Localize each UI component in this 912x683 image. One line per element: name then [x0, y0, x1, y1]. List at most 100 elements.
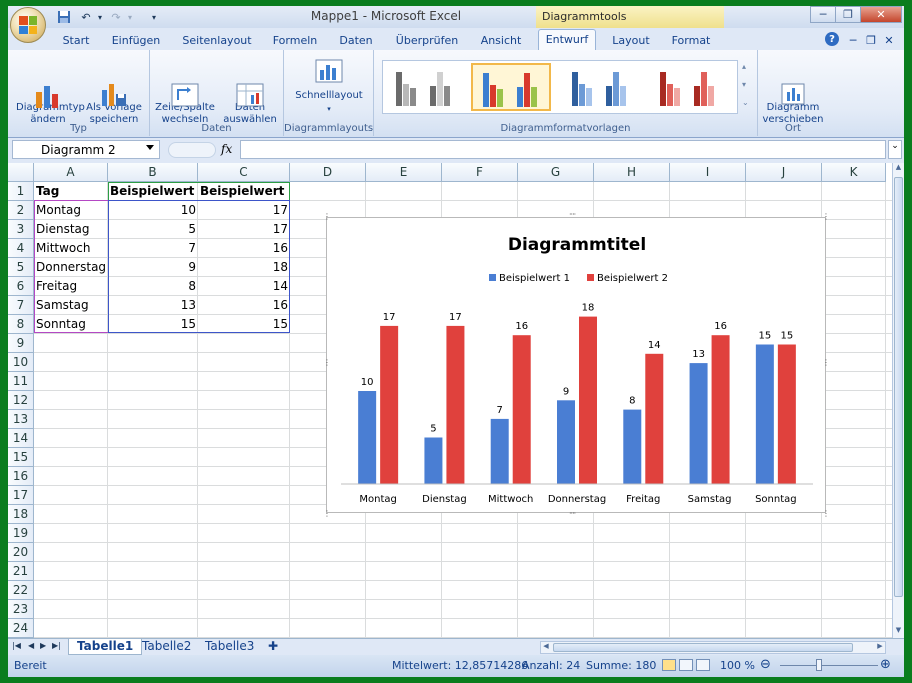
cell-A8[interactable]: Sonntag [36, 317, 86, 331]
tab-format[interactable]: Format [671, 34, 711, 47]
bar-series2-mittwoch[interactable] [512, 335, 531, 484]
chart-handle-top[interactable]: ···· [569, 210, 576, 219]
row-header-11[interactable]: 11 [8, 372, 34, 391]
cell-B4[interactable]: 7 [188, 241, 196, 255]
chart-handle-left[interactable]: ⋮ [323, 358, 331, 367]
customize-qat-icon[interactable]: ▾ [151, 12, 156, 22]
chart-title[interactable]: Diagrammtitel [508, 235, 646, 255]
row-header-13[interactable]: 13 [8, 410, 34, 429]
row-header-8[interactable]: 8 [8, 315, 34, 334]
horizontal-scrollbar[interactable]: ◀ ▶ [540, 641, 886, 654]
tab-seitenlayout[interactable]: Seitenlayout [182, 34, 252, 47]
tab-einfuegen[interactable]: Einfügen [111, 34, 161, 47]
bar-series1-mittwoch[interactable] [490, 418, 509, 484]
page-layout-view-icon[interactable] [679, 659, 693, 671]
row-header-10[interactable]: 10 [8, 353, 34, 372]
tab-ansicht[interactable]: Ansicht [480, 34, 522, 47]
row-header-21[interactable]: 21 [8, 562, 34, 581]
chart-style-red[interactable] [649, 63, 729, 111]
bar-series1-freitag[interactable] [623, 409, 642, 484]
row-header-14[interactable]: 14 [8, 429, 34, 448]
formula-input[interactable] [240, 140, 886, 159]
chart-handle-br[interactable]: ⋮ [822, 509, 830, 518]
undo-dropdown-icon[interactable]: ▾ [97, 12, 102, 22]
scroll-right-icon[interactable]: ▶ [877, 642, 883, 650]
tab-start[interactable]: Start [62, 34, 90, 47]
cell-A6[interactable]: Freitag [36, 279, 78, 293]
cell-C5[interactable]: 18 [272, 260, 288, 274]
bar-series1-montag[interactable] [358, 391, 377, 484]
tab-daten[interactable]: Daten [339, 34, 373, 47]
zoom-slider-thumb[interactable] [816, 659, 822, 671]
vertical-scroll-thumb[interactable] [894, 177, 903, 597]
cell-B1[interactable]: Beispielwert 1 [110, 184, 198, 198]
ribbon-close-icon[interactable]: ✕ [884, 34, 894, 47]
bar-series2-samstag[interactable] [711, 335, 730, 484]
chart-legend[interactable]: Beispielwert 1 Beispielwert 2 [489, 273, 668, 284]
row-header-3[interactable]: 3 [8, 220, 34, 239]
chart-handle-bl[interactable]: ⋮ [323, 509, 331, 518]
row-header-4[interactable]: 4 [8, 239, 34, 258]
insert-function-icon[interactable]: fx [221, 142, 233, 156]
row-header-9[interactable]: 9 [8, 334, 34, 353]
row-header-16[interactable]: 16 [8, 467, 34, 486]
column-header-E[interactable]: E [366, 163, 442, 182]
cell-C6[interactable]: 14 [272, 279, 288, 293]
redo-icon[interactable]: ↷ [111, 10, 121, 24]
next-sheet-icon[interactable]: ▶ [40, 641, 47, 650]
expand-formula-bar-icon[interactable]: ⌄ [888, 140, 902, 159]
select-all-corner[interactable] [8, 163, 34, 182]
bar-series1-sonntag[interactable] [755, 344, 774, 485]
column-header-D[interactable]: D [290, 163, 366, 182]
ribbon-minimize-icon[interactable]: ─ [849, 34, 857, 47]
row-header-24[interactable]: 24 [8, 619, 34, 638]
cell-C2[interactable]: 17 [272, 203, 288, 217]
row-header-5[interactable]: 5 [8, 258, 34, 277]
vertical-scrollbar[interactable]: ▲ ▼ [892, 163, 904, 638]
row-header-6[interactable]: 6 [8, 277, 34, 296]
row-header-1[interactable]: 1 [8, 182, 34, 201]
sheet-tab-tabelle3[interactable]: Tabelle3 [205, 639, 255, 653]
column-header-H[interactable]: H [594, 163, 670, 182]
bar-series2-donnerstag[interactable] [579, 316, 597, 484]
gallery-more-icon[interactable]: ⌄ [742, 98, 749, 107]
cell-A2[interactable]: Montag [36, 203, 81, 217]
normal-view-icon[interactable] [662, 659, 676, 671]
tab-layout[interactable]: Layout [612, 34, 650, 47]
cell-A7[interactable]: Samstag [36, 298, 89, 312]
undo-icon[interactable]: ↶ [81, 10, 91, 24]
switch-row-column-button[interactable]: Zeile/Spalte wechseln [154, 56, 216, 126]
bar-series2-dienstag[interactable] [446, 325, 465, 484]
cell-C4[interactable]: 16 [272, 241, 288, 255]
row-header-12[interactable]: 12 [8, 391, 34, 410]
cell-B2[interactable]: 10 [180, 203, 196, 217]
cell-B5[interactable]: 9 [188, 260, 196, 274]
zoom-out-icon[interactable]: ⊖ [760, 657, 771, 672]
ribbon-restore-icon[interactable]: ❐ [866, 34, 876, 47]
column-header-F[interactable]: F [442, 163, 518, 182]
column-header-A[interactable]: A [34, 163, 108, 182]
chart-handle-tl[interactable]: ⋮ [323, 212, 331, 221]
column-header-B[interactable]: B [108, 163, 198, 182]
row-header-2[interactable]: 2 [8, 201, 34, 220]
chart-object[interactable]: Diagrammtitel Beispielwert 1 Beispielwert… [323, 210, 830, 518]
page-break-view-icon[interactable] [696, 659, 710, 671]
prev-sheet-icon[interactable]: ◀ [28, 641, 35, 650]
redo-dropdown-icon[interactable]: ▾ [127, 12, 132, 22]
scroll-down-icon[interactable]: ▼ [895, 626, 902, 634]
name-box[interactable]: Diagramm 2 [12, 140, 160, 159]
tab-entwurf[interactable]: Entwurf [538, 29, 596, 50]
cell-C3[interactable]: 17 [272, 222, 288, 236]
insert-sheet-icon[interactable]: ✚ [268, 639, 279, 653]
bar-series1-dienstag[interactable] [424, 437, 443, 485]
cell-B8[interactable]: 15 [180, 317, 196, 331]
zoom-in-icon[interactable]: ⊕ [880, 657, 891, 672]
cell-C7[interactable]: 16 [272, 298, 288, 312]
minimize-button[interactable]: ─ [810, 6, 836, 23]
last-sheet-icon[interactable]: ▶| [52, 641, 61, 650]
restore-button[interactable]: ❐ [835, 6, 861, 23]
bar-series2-freitag[interactable] [645, 353, 664, 484]
cell-C8[interactable]: 15 [272, 317, 288, 331]
gallery-scroll-up-icon[interactable]: ▴ [742, 62, 747, 71]
